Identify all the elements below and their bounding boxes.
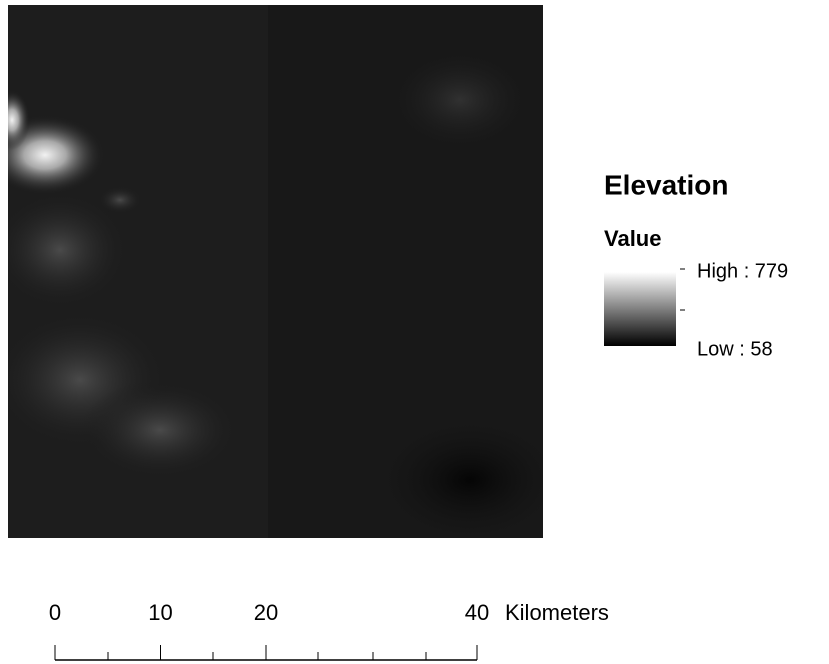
page: {"legend": {"title": "Elevation", "subti… (0, 0, 829, 664)
elevation-raster (0, 5, 560, 540)
scale-bar-unit: Kilometers (505, 600, 609, 625)
scale-bar-label: 0 (49, 600, 61, 625)
legend-low-label: Low : 58 (697, 338, 773, 360)
scale-bar-label: 10 (148, 600, 172, 625)
legend-subtitle: Value (604, 226, 661, 251)
color-ramp (604, 272, 676, 346)
scale-bar-label: 40 (465, 600, 489, 625)
scale-bar-label: 20 (254, 600, 278, 625)
legend-title: Elevation (604, 169, 728, 200)
legend-high-label: High : 779 (697, 260, 788, 282)
map: Elevation Value High : 779 Low : 58 0 10 2… (0, 0, 829, 664)
